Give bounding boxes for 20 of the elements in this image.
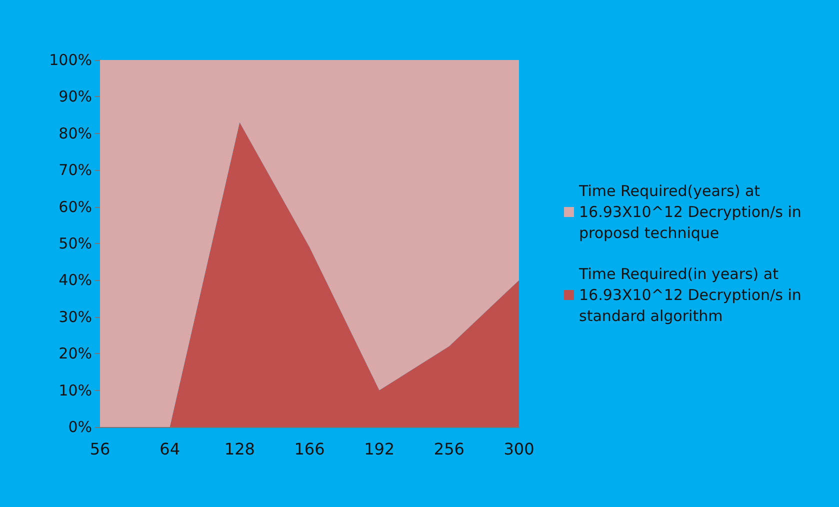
y-tick-label: 50% [58, 234, 92, 252]
y-tick-label: 20% [58, 344, 92, 363]
x-tick-label: 166 [294, 440, 325, 458]
y-tick-label: 10% [58, 381, 92, 400]
y-tick-label: 60% [58, 198, 92, 216]
x-tick-label: 128 [224, 440, 255, 458]
x-tick-label: 192 [364, 440, 395, 458]
legend-label: Time Required(in years) at 16.93X10^12 Decryption/s in standard algorithm [578, 265, 806, 325]
legend-label: Time Required(years) at 16.93X10^12 Decryption/s in proposd technique [578, 182, 806, 242]
x-tick-label: 300 [504, 440, 534, 458]
y-tick-label: 40% [58, 271, 92, 290]
y-tick-label: 80% [58, 124, 92, 142]
x-tick-label: 64 [160, 440, 180, 458]
y-tick-label: 70% [58, 161, 92, 180]
y-tick-label: 90% [58, 88, 92, 106]
y-tick-label: 30% [58, 308, 92, 326]
x-tick-label: 56 [90, 440, 110, 458]
y-tick-label: 100% [49, 51, 92, 69]
y-tick-label: 0% [68, 418, 92, 436]
x-tick-label: 256 [434, 440, 464, 458]
